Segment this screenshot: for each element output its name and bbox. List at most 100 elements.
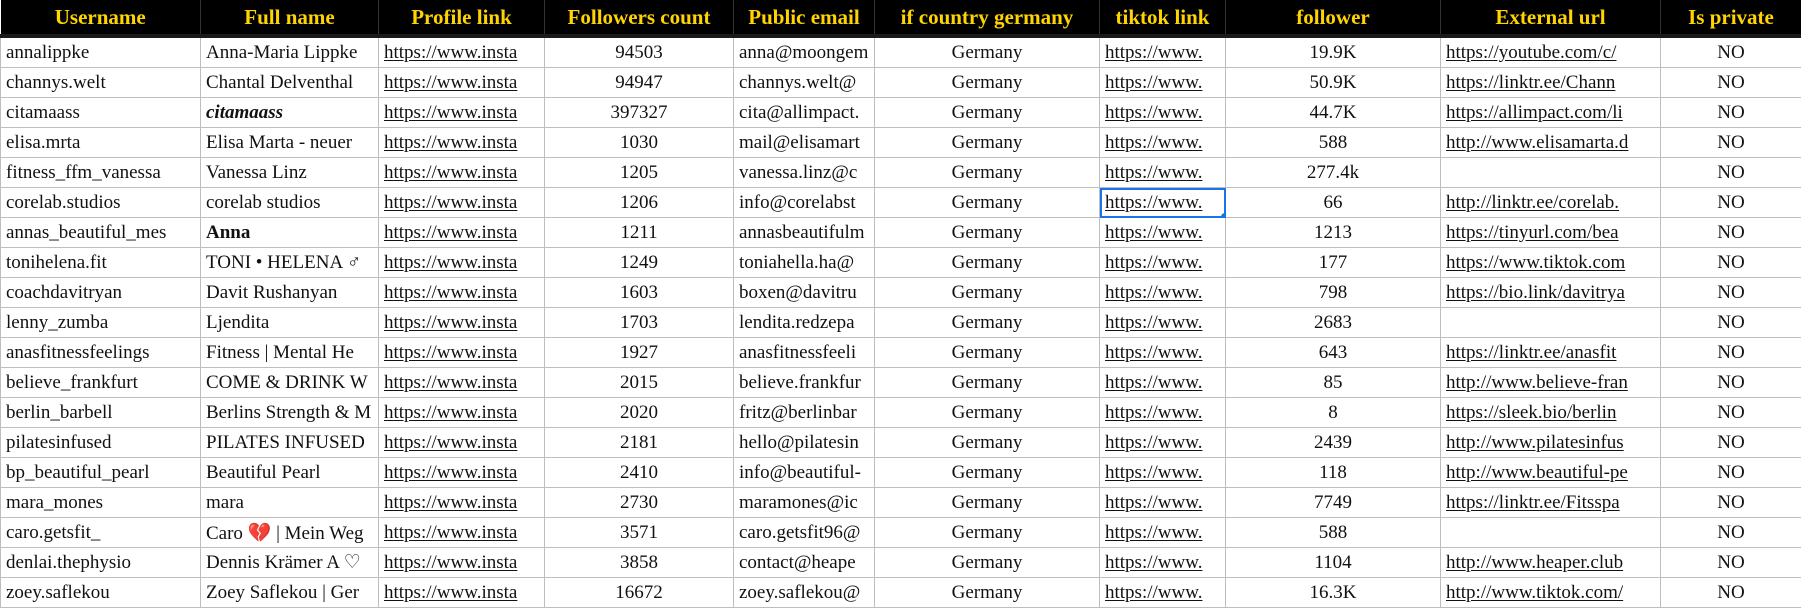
cell-country[interactable]: Germany [874, 487, 1100, 518]
cell-country[interactable]: Germany [874, 547, 1100, 578]
column-header-profile-link[interactable]: Profile link [378, 0, 545, 38]
cell-public-email[interactable]: caro.getsfit96@ [733, 517, 875, 548]
cell-follower[interactable]: 643 [1225, 337, 1441, 368]
cell-external-url[interactable]: http://www.heaper.club [1440, 547, 1661, 578]
cell-followers-count[interactable]: 16672 [544, 577, 734, 608]
cell-followers-count[interactable]: 2020 [544, 397, 734, 428]
cell-is-private[interactable]: NO [1660, 517, 1801, 548]
cell-is-private[interactable]: NO [1660, 397, 1801, 428]
cell-follower[interactable]: 277.4k [1225, 157, 1441, 188]
cell-full-name[interactable]: Anna-Maria Lippke [200, 36, 379, 68]
cell-full-name[interactable]: Davit Rushanyan [200, 277, 379, 308]
cell-country[interactable]: Germany [874, 517, 1100, 548]
cell-public-email[interactable]: info@corelabst [733, 187, 875, 218]
cell-is-private[interactable]: NO [1660, 367, 1801, 398]
cell-country[interactable]: Germany [874, 397, 1100, 428]
cell-followers-count[interactable]: 94503 [544, 36, 734, 68]
cell-followers-count[interactable]: 94947 [544, 67, 734, 98]
cell-tiktok-link[interactable]: https://www. [1099, 277, 1226, 308]
cell-public-email[interactable]: lendita.redzepa [733, 307, 875, 338]
cell-tiktok-link[interactable]: https://www. [1099, 427, 1226, 458]
cell-public-email[interactable]: fritz@berlinbar [733, 397, 875, 428]
cell-is-private[interactable]: NO [1660, 427, 1801, 458]
cell-is-private[interactable]: NO [1660, 307, 1801, 338]
cell-follower[interactable]: 177 [1225, 247, 1441, 278]
cell-full-name[interactable]: mara [200, 487, 379, 518]
cell-is-private[interactable]: NO [1660, 157, 1801, 188]
cell-full-name[interactable]: Zoey Saflekou | Ger [200, 577, 379, 608]
cell-tiktok-link[interactable]: https://www. [1099, 187, 1226, 218]
cell-followers-count[interactable]: 1030 [544, 127, 734, 158]
cell-profile-link[interactable]: https://www.insta [378, 547, 545, 578]
column-header-username[interactable]: Username [0, 0, 201, 38]
cell-public-email[interactable]: anna@moongem [733, 36, 875, 68]
column-header-full-name[interactable]: Full name [200, 0, 379, 38]
cell-external-url[interactable]: https://youtube.com/c/ [1440, 36, 1661, 68]
cell-username[interactable]: berlin_barbell [0, 397, 201, 428]
column-header-follower[interactable]: follower [1225, 0, 1441, 38]
cell-follower[interactable]: 2439 [1225, 427, 1441, 458]
cell-is-private[interactable]: NO [1660, 577, 1801, 608]
cell-full-name[interactable]: Vanessa Linz [200, 157, 379, 188]
cell-followers-count[interactable]: 1205 [544, 157, 734, 188]
cell-country[interactable]: Germany [874, 427, 1100, 458]
cell-public-email[interactable]: contact@heape [733, 547, 875, 578]
cell-tiktok-link[interactable]: https://www. [1099, 67, 1226, 98]
cell-country[interactable]: Germany [874, 217, 1100, 248]
cell-follower[interactable]: 798 [1225, 277, 1441, 308]
cell-full-name[interactable]: corelab studios [200, 187, 379, 218]
cell-full-name[interactable]: Chantal Delventhal [200, 67, 379, 98]
cell-followers-count[interactable]: 1927 [544, 337, 734, 368]
cell-follower[interactable]: 19.9K [1225, 36, 1441, 68]
cell-follower[interactable]: 50.9K [1225, 67, 1441, 98]
cell-is-private[interactable]: NO [1660, 127, 1801, 158]
cell-public-email[interactable]: toniahella.ha@ [733, 247, 875, 278]
cell-tiktok-link[interactable]: https://www. [1099, 36, 1226, 68]
cell-profile-link[interactable]: https://www.insta [378, 517, 545, 548]
cell-external-url[interactable] [1440, 157, 1661, 188]
cell-tiktok-link[interactable]: https://www. [1099, 547, 1226, 578]
cell-profile-link[interactable]: https://www.insta [378, 577, 545, 608]
cell-external-url[interactable]: https://linktr.ee/Chann [1440, 67, 1661, 98]
cell-follower[interactable]: 8 [1225, 397, 1441, 428]
cell-username[interactable]: believe_frankfurt [0, 367, 201, 398]
cell-username[interactable]: anasfitnessfeelings [0, 337, 201, 368]
cell-username[interactable]: coachdavitryan [0, 277, 201, 308]
cell-public-email[interactable]: anasfitnessfeeli [733, 337, 875, 368]
cell-tiktok-link[interactable]: https://www. [1099, 127, 1226, 158]
cell-country[interactable]: Germany [874, 457, 1100, 488]
cell-public-email[interactable]: maramones@ic [733, 487, 875, 518]
cell-full-name[interactable]: TONI • HELENA ♂ [200, 247, 379, 278]
cell-full-name[interactable]: Caro 💔 | Mein Weg [200, 517, 379, 548]
cell-external-url[interactable]: https://www.tiktok.com [1440, 247, 1661, 278]
cell-follower[interactable]: 7749 [1225, 487, 1441, 518]
cell-country[interactable]: Germany [874, 307, 1100, 338]
cell-follower[interactable]: 588 [1225, 127, 1441, 158]
cell-external-url[interactable] [1440, 307, 1661, 338]
cell-username[interactable]: annas_beautiful_mes [0, 217, 201, 248]
cell-public-email[interactable]: vanessa.linz@c [733, 157, 875, 188]
cell-followers-count[interactable]: 1603 [544, 277, 734, 308]
cell-full-name[interactable]: Anna [200, 217, 379, 248]
cell-profile-link[interactable]: https://www.insta [378, 487, 545, 518]
cell-username[interactable]: lenny_zumba [0, 307, 201, 338]
cell-public-email[interactable]: zoey.saflekou@ [733, 577, 875, 608]
cell-followers-count[interactable]: 1249 [544, 247, 734, 278]
cell-is-private[interactable]: NO [1660, 36, 1801, 68]
cell-country[interactable]: Germany [874, 277, 1100, 308]
column-header-public-email[interactable]: Public email [733, 0, 875, 38]
cell-username[interactable]: zoey.saflekou [0, 577, 201, 608]
cell-username[interactable]: corelab.studios [0, 187, 201, 218]
cell-tiktok-link[interactable]: https://www. [1099, 97, 1226, 128]
cell-profile-link[interactable]: https://www.insta [378, 157, 545, 188]
cell-profile-link[interactable]: https://www.insta [378, 67, 545, 98]
cell-profile-link[interactable]: https://www.insta [378, 97, 545, 128]
cell-profile-link[interactable]: https://www.insta [378, 457, 545, 488]
cell-public-email[interactable]: believe.frankfur [733, 367, 875, 398]
cell-follower[interactable]: 66 [1225, 187, 1441, 218]
cell-follower[interactable]: 1213 [1225, 217, 1441, 248]
cell-public-email[interactable]: info@beautiful- [733, 457, 875, 488]
cell-profile-link[interactable]: https://www.insta [378, 397, 545, 428]
cell-profile-link[interactable]: https://www.insta [378, 247, 545, 278]
cell-full-name[interactable]: Fitness | Mental He [200, 337, 379, 368]
